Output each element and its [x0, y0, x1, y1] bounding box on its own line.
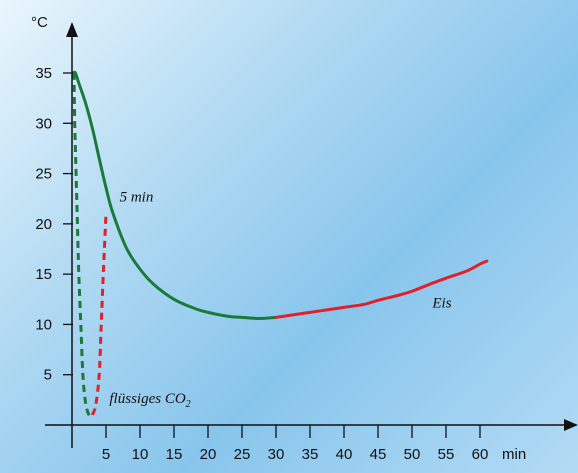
x-tick-label-25: 25 [234, 446, 251, 463]
y-axis-arrow [66, 22, 78, 37]
x-tick-label-30: 30 [268, 446, 285, 463]
series-line-4-red-dashed [90, 213, 108, 416]
x-tick-label-40: 40 [336, 446, 353, 463]
x-tick-label-5: 5 [102, 446, 110, 463]
x-axis-label: min [502, 446, 526, 463]
y-axis-label: °C [31, 14, 48, 31]
series-line-2-red-solid [274, 259, 489, 319]
x-tick-label-20: 20 [200, 446, 217, 463]
y-tick-label-20: 20 [35, 216, 52, 233]
series-line-3-green-dashed [72, 72, 93, 418]
y-tick-label-15: 15 [35, 266, 52, 283]
x-tick-label-35: 35 [302, 446, 319, 463]
x-tick-label-10: 10 [132, 446, 149, 463]
y-tick-label-30: 30 [35, 115, 52, 132]
x-tick-label-55: 55 [438, 446, 455, 463]
series-line-1-green-solid [71, 70, 278, 321]
axes-layer [45, 22, 578, 448]
y-tick-label-10: 10 [35, 316, 52, 333]
labels-layer: 5 10 15 20 25 30 35 40 45 50 55 60 5 10 15 20 25 30 35 °C mi… [31, 14, 526, 463]
y-tick-label-5: 5 [44, 367, 52, 384]
y-tick-label-35: 35 [35, 65, 52, 82]
y-tick-label-25: 25 [35, 166, 52, 183]
annotation-2: Eis [431, 295, 451, 311]
annotation-3: flüssiges CO2 [109, 391, 190, 410]
x-tick-label-45: 45 [370, 446, 387, 463]
x-tick-label-60: 60 [472, 446, 489, 463]
x-axis-arrow [564, 419, 578, 431]
annotation-subscript: 2 [186, 399, 191, 410]
curves-layer [71, 70, 489, 418]
annotation-1: 5 min [120, 190, 154, 206]
x-tick-label-15: 15 [166, 446, 183, 463]
x-tick-label-50: 50 [404, 446, 421, 463]
